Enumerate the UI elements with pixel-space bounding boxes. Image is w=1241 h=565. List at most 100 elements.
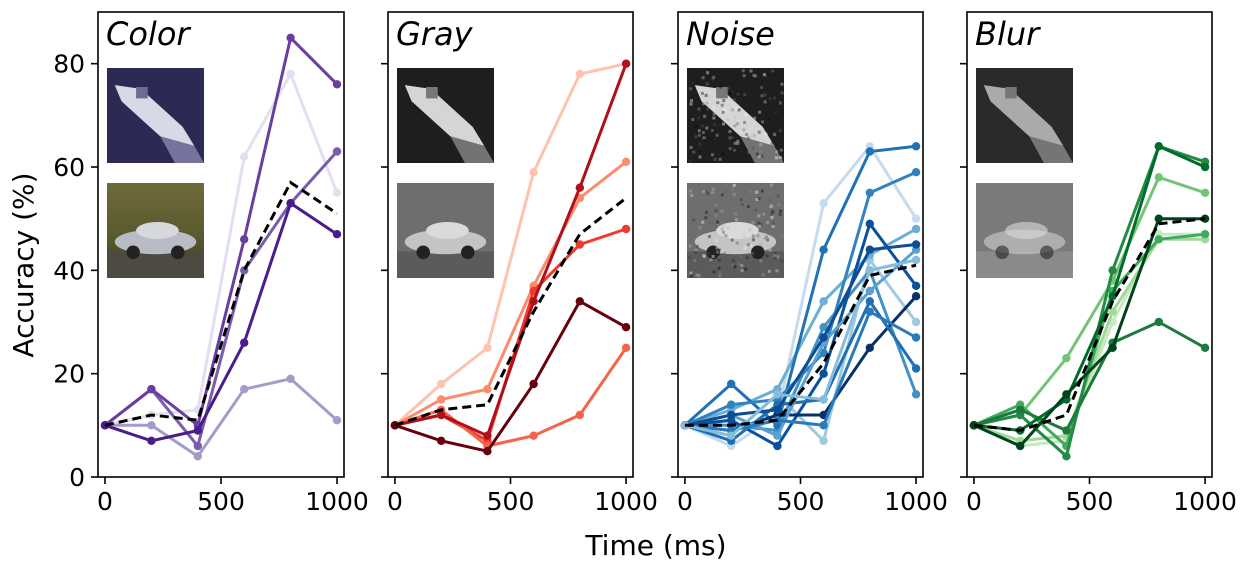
data-point — [727, 431, 736, 440]
x-tick-label: 1000 — [1173, 487, 1237, 516]
thumbnail-noise-speck — [740, 203, 744, 206]
data-point — [575, 240, 584, 249]
thumbnail-noise-speck — [715, 224, 719, 228]
thumbnail-noise-speck — [703, 114, 707, 118]
thumbnail-noise-speck — [761, 273, 765, 277]
data-point — [911, 240, 921, 249]
thumbnail-noise-speck — [706, 71, 710, 75]
data-point — [865, 266, 874, 275]
thumbnail-noise-speck — [714, 209, 718, 213]
thumbnail-boat — [107, 68, 204, 163]
thumbnail-noise-speck — [742, 128, 746, 132]
thumbnail-boat-wake — [160, 136, 204, 163]
thumbnail-noise-speck — [698, 155, 702, 159]
thumbnail-noise-speck — [742, 74, 746, 78]
thumbnail-noise-speck — [747, 150, 751, 154]
thumbnail-noise-speck — [714, 231, 718, 235]
thumbnails — [107, 68, 204, 278]
series-line — [684, 267, 918, 433]
thumbnail-noise-speck — [757, 197, 761, 201]
thumbnail-noise-speck — [759, 243, 763, 247]
y-tick-label: 80 — [53, 50, 85, 79]
thumbnail-noise-speck — [733, 115, 737, 119]
data-point — [819, 323, 828, 332]
thumbnail-noise-speck — [754, 208, 758, 212]
data-point — [1062, 426, 1071, 435]
data-point — [819, 369, 828, 378]
thumbnail-car-roof — [426, 221, 469, 240]
thumbnail-noise-speck — [732, 88, 736, 92]
data-point — [193, 452, 202, 461]
series-line — [684, 143, 918, 448]
thumbnail-noise-speck — [691, 210, 694, 214]
data-point — [1154, 317, 1164, 327]
thumbnail-noise-speck — [739, 198, 743, 202]
thumbnail-noise-speck — [736, 159, 740, 163]
thumbnail-noise-speck — [749, 69, 753, 73]
thumbnail-noise-speck — [731, 108, 734, 112]
thumbnail-noise-speck — [724, 189, 727, 193]
thumbnail-boat-hull — [114, 85, 195, 146]
thumbnail-noise-speck — [778, 212, 782, 216]
data-point — [865, 286, 874, 296]
data-point — [911, 364, 921, 373]
data-point — [727, 410, 736, 420]
series-line — [104, 70, 339, 427]
thumbnail-noise-speck — [773, 254, 777, 258]
thumbnail-noise-speck — [718, 271, 722, 275]
thumbnail-noise-speck — [688, 69, 692, 73]
thumbnail-noise-speck — [698, 133, 701, 137]
thumbnail-noise-speck — [700, 91, 704, 95]
thumbnail-noise-speck — [711, 191, 714, 194]
series-line — [973, 144, 1206, 433]
thumbnail-boat-wake — [450, 136, 494, 163]
data-point — [575, 410, 584, 420]
thumbnail-noise-speck — [720, 103, 724, 107]
thumbnail-noise-speck — [729, 236, 733, 240]
x-tick-label: 500 — [777, 487, 825, 516]
data-point — [147, 421, 156, 430]
thumbnail-noise-speck — [705, 190, 709, 194]
data-point — [437, 379, 446, 389]
data-point — [865, 307, 874, 316]
thumbnail-noise-speck — [766, 238, 770, 242]
thumbnails — [687, 68, 784, 278]
data-point — [865, 343, 874, 352]
data-point — [1200, 230, 1210, 239]
thumbnail-noise-speck — [769, 205, 773, 208]
thumbnail-noise-speck — [757, 155, 761, 159]
data-point — [1200, 162, 1210, 172]
thumbnail-noise-speck — [734, 212, 738, 216]
thumbnail-noise-speck — [762, 212, 766, 216]
thumbnail-noise-speck — [716, 258, 720, 262]
thumbnail-car — [687, 183, 784, 278]
thumbnail-noise-speck — [716, 101, 720, 105]
thumbnail-noise-speck — [770, 215, 774, 219]
thumbnail-noise-speck — [720, 209, 724, 213]
thumbnail-noise-speck — [752, 134, 756, 138]
thumbnail-noise-speck — [691, 81, 695, 85]
thumbnail-noise-speck — [705, 126, 709, 130]
data-point — [193, 441, 202, 451]
thumbnail-noise-speck — [743, 121, 747, 124]
thumbnail-noise-speck — [722, 99, 726, 103]
thumbnail-noise-speck — [780, 157, 783, 161]
thumbnail-noise-speck — [774, 156, 778, 160]
series-line — [394, 346, 628, 448]
thumbnail-noise-speck — [744, 267, 748, 271]
y-axis-label: Accuracy (%) — [7, 172, 40, 357]
thumbnail-noise-speck — [703, 134, 707, 138]
thumbnail-noise-speck — [705, 210, 708, 214]
x-tick-label: 1000 — [594, 487, 658, 516]
thumbnail-noise-speck — [733, 265, 737, 269]
thumbnail-noise-speck — [735, 122, 739, 126]
thumbnail-noise-speck — [737, 262, 741, 266]
thumbnail-noise-speck — [770, 204, 774, 208]
thumbnail-noise-speck — [758, 224, 761, 228]
thumbnail-noise-speck — [752, 97, 756, 101]
x-tick-label: 500 — [1066, 487, 1114, 516]
data-point — [1200, 343, 1210, 352]
data-point — [911, 292, 921, 301]
series-group — [390, 59, 631, 456]
thumbnail-noise-speck — [690, 194, 694, 198]
